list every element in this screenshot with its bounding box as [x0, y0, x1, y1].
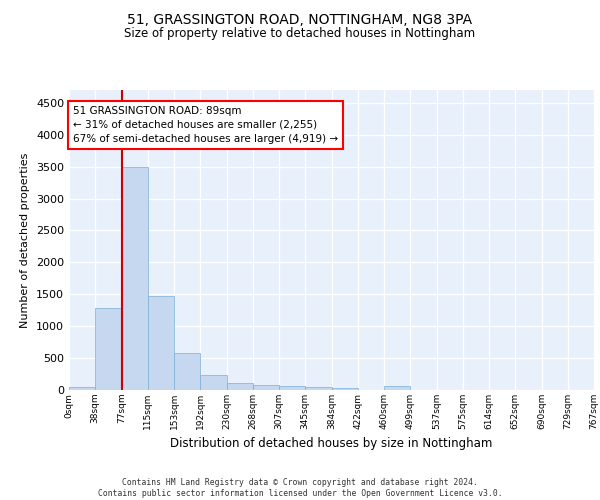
Bar [279, 386, 305, 390]
Text: Contains HM Land Registry data © Crown copyright and database right 2024.
Contai: Contains HM Land Registry data © Crown c… [98, 478, 502, 498]
Bar [69, 388, 95, 390]
Bar [174, 353, 200, 390]
X-axis label: Distribution of detached houses by size in Nottingham: Distribution of detached houses by size … [170, 438, 493, 450]
Bar [384, 386, 410, 390]
Bar [227, 382, 253, 390]
Bar [200, 374, 227, 390]
Bar [95, 308, 121, 390]
Bar [121, 166, 148, 390]
Text: Size of property relative to detached houses in Nottingham: Size of property relative to detached ho… [124, 28, 476, 40]
Y-axis label: Number of detached properties: Number of detached properties [20, 152, 31, 328]
Bar [331, 388, 358, 390]
Text: 51, GRASSINGTON ROAD, NOTTINGHAM, NG8 3PA: 51, GRASSINGTON ROAD, NOTTINGHAM, NG8 3P… [127, 12, 473, 26]
Bar [305, 387, 331, 390]
Text: 51 GRASSINGTON ROAD: 89sqm
← 31% of detached houses are smaller (2,255)
67% of s: 51 GRASSINGTON ROAD: 89sqm ← 31% of deta… [73, 106, 338, 144]
Bar [148, 296, 174, 390]
Bar [253, 385, 279, 390]
